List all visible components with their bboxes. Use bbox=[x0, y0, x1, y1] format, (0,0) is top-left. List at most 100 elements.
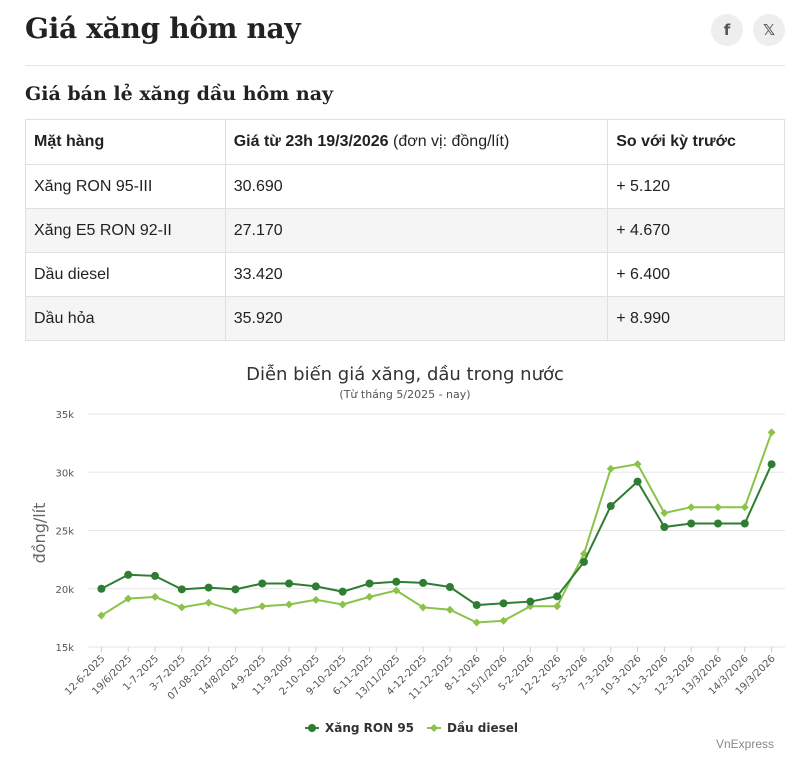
table-header-row: Mặt hàng Giá từ 23h 19/3/2026 (đơn vị: đ… bbox=[25, 119, 785, 165]
data-point bbox=[740, 519, 749, 528]
data-point bbox=[660, 523, 669, 532]
cell-item: Dầu diesel bbox=[25, 252, 226, 297]
header-item: Mặt hàng bbox=[25, 119, 226, 165]
y-tick-label: 35k bbox=[55, 410, 74, 421]
cell-price: 30.690 bbox=[224, 164, 609, 209]
legend-label: Xăng RON 95 bbox=[325, 721, 414, 735]
data-point bbox=[553, 602, 562, 611]
data-point bbox=[392, 577, 401, 586]
y-tick-label: 30k bbox=[55, 468, 74, 479]
legend-marker bbox=[430, 724, 438, 732]
series-line bbox=[100, 463, 773, 607]
data-point bbox=[338, 587, 347, 596]
header-price-label: Giá từ 23h 19/3/2026 bbox=[233, 133, 389, 150]
data-point bbox=[285, 579, 294, 588]
data-point bbox=[97, 611, 106, 620]
data-point bbox=[419, 603, 428, 612]
data-point bbox=[258, 602, 267, 611]
data-point bbox=[338, 600, 347, 609]
x-axis: 12-6-202519/6/20251-7-20253-7-202507-08-… bbox=[63, 647, 778, 702]
cell-change: + 8.990 bbox=[607, 296, 785, 341]
data-point bbox=[713, 503, 722, 512]
share-facebook-button[interactable]: f bbox=[711, 14, 743, 46]
y-tick-label: 20k bbox=[55, 585, 74, 596]
data-point bbox=[633, 460, 642, 469]
data-point bbox=[177, 603, 186, 612]
cell-change: + 5.120 bbox=[607, 164, 785, 209]
header-change: So với kỳ trước bbox=[607, 119, 785, 165]
data-point bbox=[740, 503, 749, 512]
data-point bbox=[553, 592, 562, 601]
share-x-button[interactable]: 𝕏 bbox=[753, 14, 785, 46]
data-point bbox=[445, 605, 454, 614]
source-credit: VnExpress bbox=[716, 737, 775, 751]
chart-subtitle: (Từ tháng 5/2025 - nay) bbox=[339, 388, 470, 401]
data-point bbox=[419, 578, 428, 587]
chart-grid bbox=[88, 413, 785, 648]
cell-item: Xăng E5 RON 92-II bbox=[25, 208, 226, 253]
data-point bbox=[713, 519, 722, 528]
data-point bbox=[231, 585, 240, 594]
data-point bbox=[633, 477, 642, 486]
data-point bbox=[151, 592, 160, 601]
data-point bbox=[365, 592, 374, 601]
data-point bbox=[472, 601, 481, 610]
y-axis: 15k 20k 25k 30k 35k bbox=[55, 410, 74, 654]
chart-legend[interactable]: Xăng RON 95 Dầu diesel bbox=[305, 721, 518, 735]
data-point bbox=[687, 519, 696, 528]
cell-item: Dầu hỏa bbox=[25, 296, 226, 341]
data-point bbox=[311, 595, 320, 604]
y-tick-label: 15k bbox=[55, 643, 74, 654]
cell-change: + 6.400 bbox=[607, 252, 785, 297]
data-point bbox=[204, 583, 213, 592]
series-line bbox=[100, 432, 773, 624]
data-point bbox=[365, 579, 374, 588]
data-point bbox=[285, 600, 294, 609]
table-row: Xăng RON 95-III 30.690 + 5.120 bbox=[25, 164, 785, 209]
table-row: Dầu diesel 33.420 + 6.400 bbox=[25, 252, 785, 297]
data-point bbox=[606, 502, 615, 511]
x-icon: 𝕏 bbox=[762, 21, 776, 39]
page-title: Giá xăng hôm nay bbox=[25, 12, 301, 45]
table-row: Xăng E5 RON 92-II 27.170 + 4.670 bbox=[25, 208, 785, 253]
header-price-unit: (đơn vị: đồng/lít) bbox=[392, 133, 510, 150]
data-point bbox=[392, 586, 401, 595]
data-point bbox=[579, 557, 588, 566]
header-price: Giá từ 23h 19/3/2026 (đơn vị: đồng/lít) bbox=[224, 119, 609, 165]
data-point bbox=[151, 571, 160, 580]
data-point bbox=[499, 616, 508, 625]
chart-title: Diễn biến giá xăng, dầu trong nước bbox=[246, 364, 564, 385]
price-table: Mặt hàng Giá từ 23h 19/3/2026 (đơn vị: đ… bbox=[25, 119, 785, 341]
data-point bbox=[204, 598, 213, 607]
data-point bbox=[97, 584, 106, 593]
cell-change: + 4.670 bbox=[607, 208, 785, 253]
data-point bbox=[124, 570, 133, 579]
data-point bbox=[526, 602, 535, 611]
cell-price: 27.170 bbox=[224, 208, 609, 253]
data-point bbox=[499, 599, 508, 608]
data-point bbox=[606, 464, 615, 473]
y-axis-label: đồng/lít bbox=[30, 503, 49, 564]
data-point bbox=[311, 582, 320, 591]
data-point bbox=[177, 585, 186, 594]
facebook-icon: f bbox=[723, 21, 731, 39]
data-point bbox=[124, 594, 133, 603]
data-point bbox=[660, 509, 669, 518]
article-header: Giá xăng hôm nay f 𝕏 bbox=[25, 0, 785, 66]
cell-price: 35.920 bbox=[224, 296, 609, 341]
cell-price: 33.420 bbox=[224, 252, 609, 297]
data-point bbox=[767, 428, 776, 437]
data-point bbox=[472, 618, 481, 627]
data-point bbox=[231, 606, 240, 615]
data-point bbox=[767, 460, 776, 469]
data-point bbox=[687, 503, 696, 512]
data-point bbox=[258, 579, 267, 588]
section-title: Giá bán lẻ xăng dầu hôm nay bbox=[25, 83, 334, 105]
data-point bbox=[445, 583, 454, 592]
price-chart: Diễn biến giá xăng, dầu trong nước (Từ t… bbox=[30, 364, 785, 735]
y-tick-label: 25k bbox=[55, 527, 74, 538]
cell-item: Xăng RON 95-III bbox=[25, 164, 226, 209]
table-row: Dầu hỏa 35.920 + 8.990 bbox=[25, 296, 785, 341]
chart-series bbox=[97, 428, 776, 627]
data-point bbox=[526, 597, 535, 606]
